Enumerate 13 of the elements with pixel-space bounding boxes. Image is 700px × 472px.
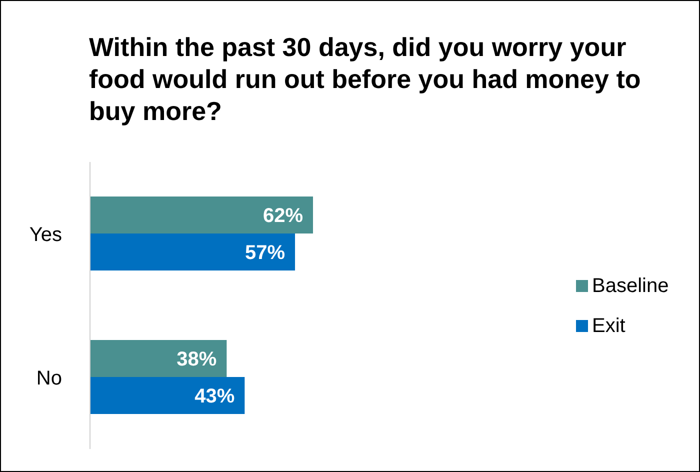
bar xyxy=(90,340,227,377)
bar xyxy=(90,196,313,234)
data-label: 62% xyxy=(262,205,304,228)
legend-label: Exit xyxy=(592,314,626,336)
data-label: 57% xyxy=(244,242,286,264)
data-label: 43% xyxy=(194,386,235,408)
y-tick-label: No xyxy=(36,367,62,390)
bar xyxy=(90,233,296,270)
data-label: 38% xyxy=(176,348,217,371)
y-tick-label: Yes xyxy=(29,224,62,246)
bar xyxy=(90,376,245,414)
legend-label: Baseline xyxy=(592,274,669,296)
chart-title: Within the past 30 days, did you worry your food would run out before you had money to buy more? xyxy=(89,31,642,127)
